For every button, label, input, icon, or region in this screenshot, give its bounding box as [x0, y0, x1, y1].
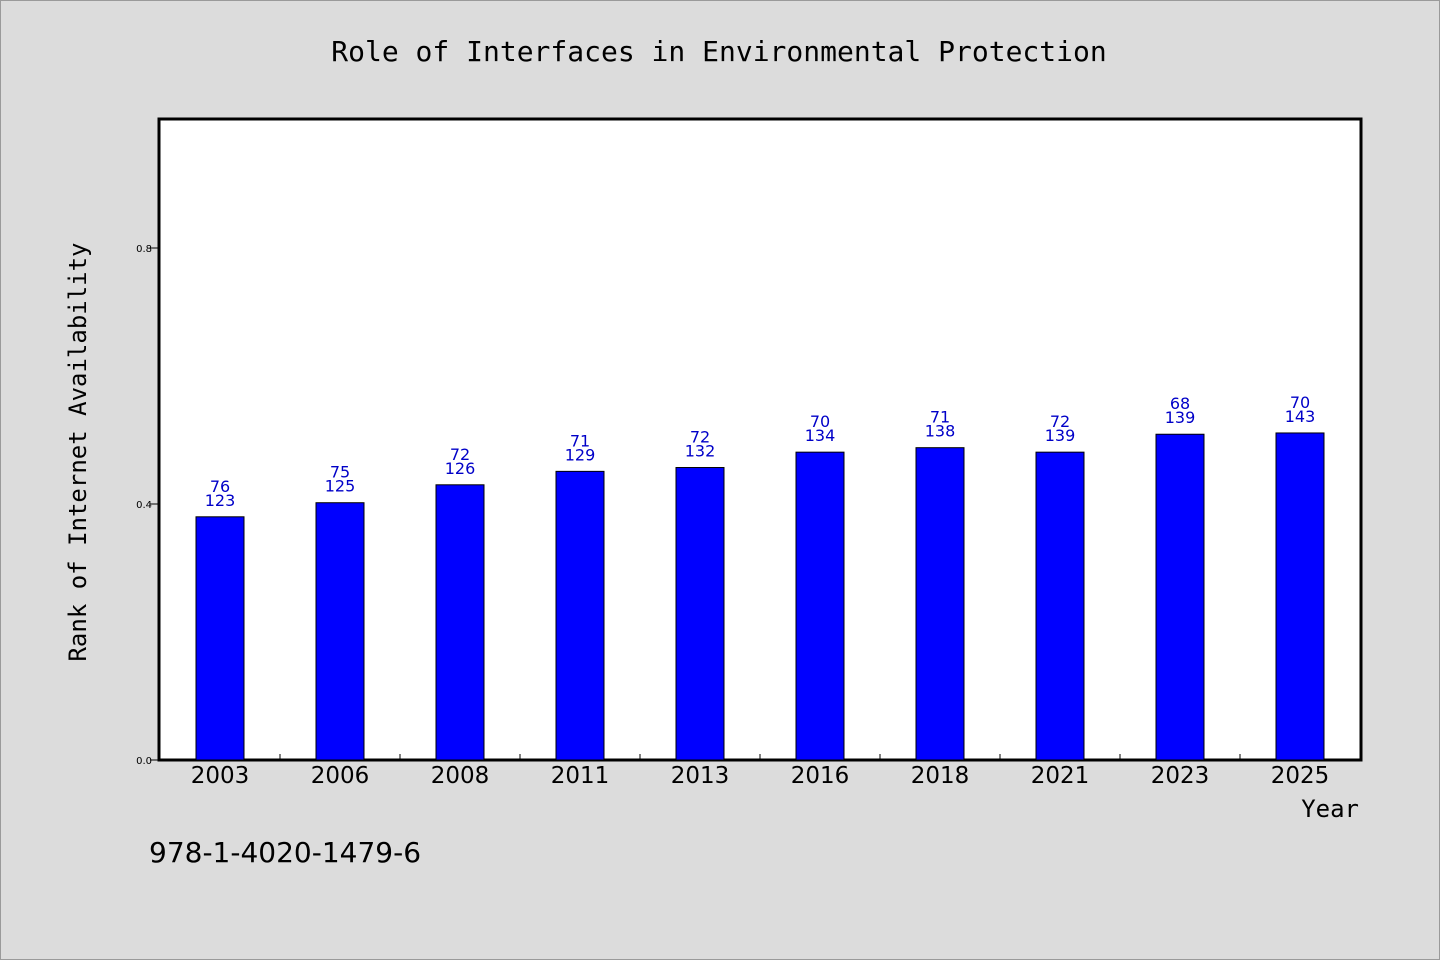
x-tick-label: 2023	[1151, 763, 1210, 789]
bar-2018	[915, 447, 965, 761]
bar-label-top: 76	[210, 477, 230, 496]
chart-marks: 0.00.40.87612320037512520067212620087112…	[136, 244, 1329, 789]
x-tick-label: 2013	[671, 763, 730, 789]
x-tick-label: 2021	[1031, 763, 1090, 789]
bar-label-top: 71	[570, 431, 590, 450]
x-tick-label: 2011	[551, 763, 610, 789]
isbn-text: 978-1-4020-1479-6	[149, 836, 421, 869]
x-axis-label: Year	[1301, 795, 1359, 823]
y-tick-label: 0.4	[136, 500, 152, 511]
bar-label-top: 70	[1290, 393, 1310, 412]
bar-2003	[195, 516, 245, 761]
y-tick-label: 0.0	[136, 756, 152, 767]
bar-label-bottom: 126	[445, 459, 476, 478]
x-tick-label: 2025	[1271, 763, 1330, 789]
bar-label-bottom: 138	[925, 422, 956, 441]
bar-label-bottom: 143	[1285, 407, 1316, 426]
x-tick-label: 2018	[911, 763, 970, 789]
bar-label-top: 71	[930, 408, 950, 427]
bar-label-bottom: 125	[325, 477, 356, 496]
bar-label-top: 72	[1050, 412, 1070, 431]
bar-2025	[1275, 432, 1325, 761]
bar-label-bottom: 134	[805, 426, 836, 445]
bar-label-top: 72	[450, 445, 470, 464]
x-tick-label: 2006	[311, 763, 370, 789]
bar-label-top: 68	[1170, 394, 1190, 413]
bar-2013	[675, 467, 725, 761]
bar-label-top: 70	[810, 412, 830, 431]
bar-label-bottom: 139	[1045, 426, 1076, 445]
y-tick-label: 0.8	[136, 244, 152, 255]
y-axis-label: Rank of Internet Availability	[64, 242, 92, 661]
bar-2011	[555, 470, 605, 761]
bar-label-top: 75	[330, 463, 350, 482]
bar-2006	[315, 502, 365, 761]
bar-label-bottom: 123	[205, 491, 236, 510]
bar-label-top: 72	[690, 428, 710, 447]
bar-label-bottom: 139	[1165, 408, 1196, 427]
bar-2008	[435, 484, 485, 761]
bar-label-bottom: 132	[685, 442, 716, 461]
bar-2023	[1155, 433, 1205, 761]
bar-2016	[795, 451, 845, 761]
x-tick-label: 2016	[791, 763, 850, 789]
bar-2021	[1035, 451, 1085, 761]
x-tick-label: 2008	[431, 763, 490, 789]
chart-title: Role of Interfaces in Environmental Prot…	[331, 35, 1106, 68]
x-tick-label: 2003	[191, 763, 250, 789]
bar-label-bottom: 129	[565, 445, 596, 464]
